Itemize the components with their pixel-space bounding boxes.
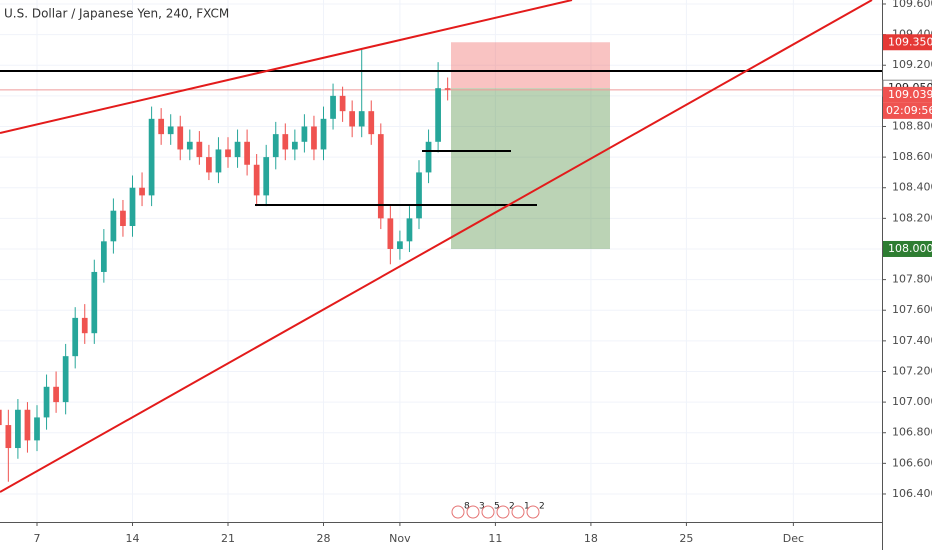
candle-body <box>139 187 145 196</box>
candle-body <box>435 88 441 142</box>
candle-body <box>330 95 336 119</box>
candle-body <box>91 271 98 334</box>
candle-body <box>339 95 346 112</box>
candle-body <box>358 111 365 127</box>
candle-body <box>158 118 165 135</box>
candle-body <box>311 126 317 150</box>
candle-body <box>272 134 279 158</box>
candle-body <box>406 218 413 242</box>
event-count: 5 <box>494 502 500 512</box>
candle-body <box>72 317 79 357</box>
price-label: 109.350 <box>888 35 932 48</box>
candle-body <box>416 172 422 219</box>
event-icon <box>451 505 465 519</box>
trend-line <box>0 0 573 134</box>
candle-body <box>81 317 88 334</box>
candle-body <box>15 409 21 449</box>
candle-body <box>43 386 50 418</box>
candle-body <box>196 141 203 158</box>
price-label-box <box>883 86 932 103</box>
candle-body <box>215 149 222 173</box>
candle-body <box>53 386 59 403</box>
candle-body <box>444 88 451 90</box>
candle-body <box>368 111 375 135</box>
y-tick-label: 108.400 <box>892 181 932 194</box>
x-tick-label: 14 <box>125 532 139 545</box>
y-tick-label: 107.400 <box>892 334 932 347</box>
event-count: 8 <box>464 502 470 512</box>
y-tick-label: 107.000 <box>892 395 932 408</box>
event-icon <box>496 505 510 519</box>
event-count: 3 <box>479 502 485 512</box>
y-tick-label: 108.600 <box>892 150 932 163</box>
candle-body <box>186 141 193 150</box>
x-tick-label: 25 <box>679 532 693 545</box>
candle-body <box>397 241 403 249</box>
y-tick-label: 106.600 <box>892 456 932 469</box>
event-icon <box>526 505 540 519</box>
candle-body <box>282 134 289 150</box>
y-tick-label: 106.400 <box>892 487 932 500</box>
candle-body <box>301 126 308 142</box>
event-icon <box>511 505 525 519</box>
candle-body <box>62 356 69 403</box>
candle-body <box>206 157 212 173</box>
chart-title: U.S. Dollar / Japanese Yen, 240, FXCM <box>4 7 229 21</box>
candle-body <box>225 149 231 158</box>
x-tick-label: 18 <box>584 532 598 545</box>
y-tick-label: 106.800 <box>892 426 932 439</box>
countdown: 02:09:56 <box>886 104 932 117</box>
plot-area <box>0 0 882 522</box>
x-tick-label: Dec <box>783 532 804 545</box>
candle-body <box>377 134 384 219</box>
trend-line <box>0 0 873 493</box>
y-tick-label: 108.200 <box>892 211 932 224</box>
candle-body <box>234 141 241 158</box>
y-tick-label: 109.200 <box>892 58 932 71</box>
price-label: 108.000 <box>888 242 932 255</box>
x-tick-label: 21 <box>221 532 235 545</box>
candle-body <box>167 126 174 135</box>
event-count: 2 <box>539 502 545 512</box>
price-label: 109.039 <box>888 88 932 101</box>
candle-body <box>244 141 250 165</box>
event-count: 1 <box>524 502 530 512</box>
y-tick-label: 107.200 <box>892 364 932 377</box>
y-tick-label: 107.600 <box>892 303 932 316</box>
candle-body <box>24 409 31 441</box>
candle-body <box>291 141 298 150</box>
x-tick-label: 28 <box>317 532 331 545</box>
countdown-box <box>883 102 932 119</box>
candle-body <box>110 210 117 242</box>
y-tick-label: 107.800 <box>892 273 932 286</box>
x-tick-label: 11 <box>488 532 502 545</box>
y-tick-label: 108.800 <box>892 119 932 132</box>
event-icon <box>466 505 480 519</box>
candle-body <box>100 241 107 272</box>
candle-body <box>263 157 270 196</box>
candle-body <box>425 141 432 173</box>
candle-body <box>129 187 136 227</box>
stop-zone <box>451 42 610 89</box>
x-tick-label: 7 <box>33 532 40 545</box>
candle-body <box>387 218 394 249</box>
candle-body <box>34 417 40 441</box>
candle-body <box>349 111 356 127</box>
price-label-box <box>883 240 932 257</box>
candle-body <box>320 118 327 150</box>
event-icon <box>481 505 495 519</box>
x-tick-label: Nov <box>389 532 411 545</box>
candle-body <box>120 210 126 227</box>
candle-body <box>253 164 260 196</box>
event-count: 2 <box>509 502 515 512</box>
candle-body <box>148 118 155 196</box>
price-label-box <box>883 34 932 51</box>
y-tick-label: 109.600 <box>892 0 932 10</box>
candle-body <box>5 425 12 449</box>
candle-body <box>0 409 2 426</box>
candle-body <box>177 126 184 150</box>
